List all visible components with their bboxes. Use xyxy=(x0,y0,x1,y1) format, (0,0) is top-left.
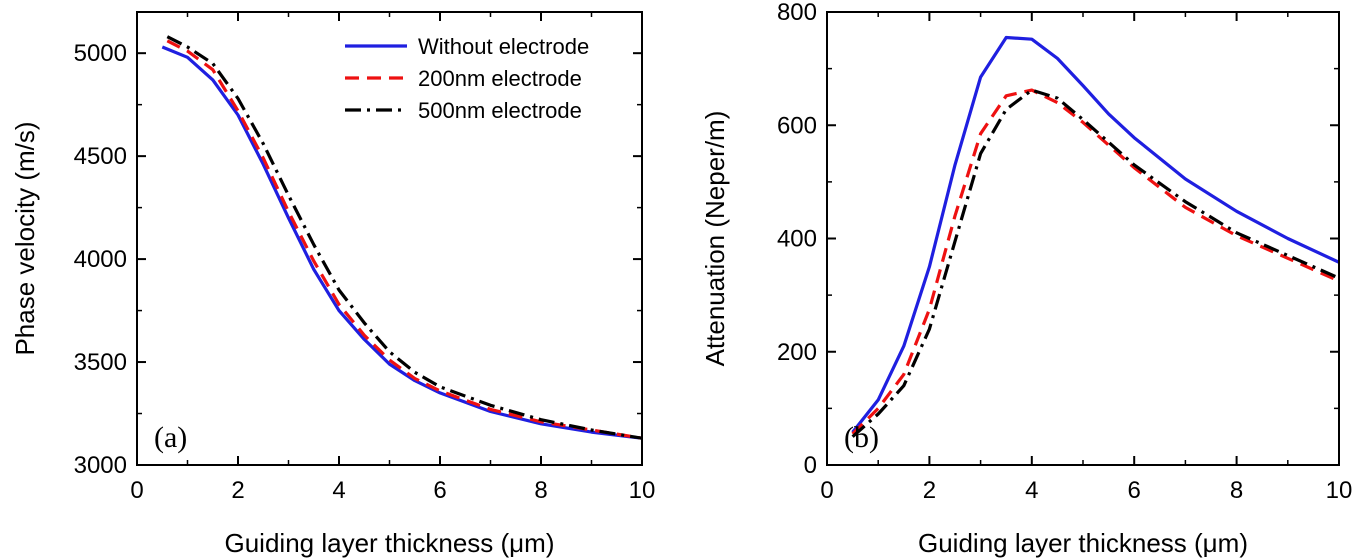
y-tick-label: 400 xyxy=(777,226,817,253)
x-tick-label: 0 xyxy=(820,477,833,504)
series-line-without-electrode xyxy=(851,35,1339,434)
x-tick-label: 4 xyxy=(332,477,345,504)
x-axis-label: Guiding layer thickness (μm) xyxy=(225,528,555,558)
y-tick-label: 800 xyxy=(777,0,817,26)
y-tick-label: 4500 xyxy=(74,143,127,170)
y-tick-label: 200 xyxy=(777,339,817,366)
legend-label: Without electrode xyxy=(418,34,589,59)
series-line-500nm-electrode xyxy=(851,88,1339,438)
series-line-200nm-electrode xyxy=(166,39,642,440)
panel-b: 0 2 4 6 8 10 0 200 400 600 800 Guiding layer thickn… xyxy=(700,0,1352,558)
y-tick-label: 0 xyxy=(804,452,817,479)
y-tick-label: 5000 xyxy=(74,40,127,67)
plot-frame xyxy=(826,11,1340,466)
series-line-200nm-electrode xyxy=(851,88,1339,436)
legend-label: 500nm electrode xyxy=(418,98,582,123)
y-axis-label: Attenuation (Neper/m) xyxy=(700,111,730,367)
legend-label: 200nm electrode xyxy=(418,66,582,91)
x-tick-label: 6 xyxy=(433,477,446,504)
x-tick-label: 10 xyxy=(629,477,656,504)
x-tick-label: 8 xyxy=(534,477,547,504)
y-tick-label: 3500 xyxy=(74,349,127,376)
y-axis-label: Phase velocity (m/s) xyxy=(10,121,40,355)
x-tick-label: 8 xyxy=(1230,477,1243,504)
y-tick-label: 600 xyxy=(777,112,817,139)
panel-label: (b) xyxy=(844,421,879,454)
x-tick-label: 0 xyxy=(130,477,143,504)
panel-label: (a) xyxy=(154,421,187,454)
y-tick-label: 4000 xyxy=(74,246,127,273)
y-tick-label: 3000 xyxy=(74,452,127,479)
x-tick-label: 10 xyxy=(1326,477,1353,504)
x-axis-label: Guiding layer thickness (μm) xyxy=(918,528,1248,558)
x-tick-label: 4 xyxy=(1025,477,1038,504)
x-tick-label: 2 xyxy=(923,477,936,504)
x-tick-label: 2 xyxy=(231,477,244,504)
series-line-500nm-electrode xyxy=(166,35,642,440)
series-line-without-electrode xyxy=(161,45,642,440)
x-tick-label: 6 xyxy=(1128,477,1141,504)
panel-a: 0 2 4 6 8 10 3000 3500 4000 4500 5000 Guiding layer… xyxy=(10,11,656,558)
